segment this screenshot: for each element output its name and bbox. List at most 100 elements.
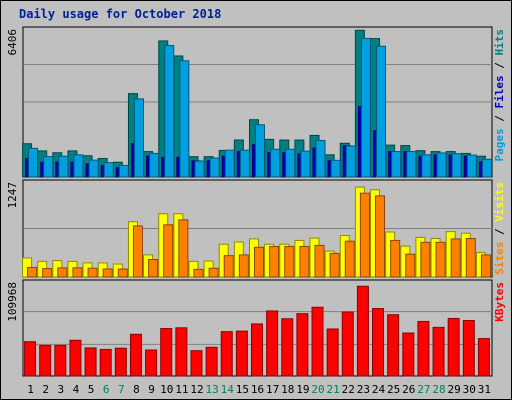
sites-bar (72, 267, 83, 278)
pages-bar (270, 148, 281, 178)
kbytes-bar (281, 318, 294, 377)
pages-bar (360, 37, 371, 178)
sites-bar (314, 244, 325, 278)
pages-bar (103, 162, 114, 178)
x-tick-label: 7 (118, 383, 125, 396)
sites-bar (87, 267, 98, 278)
sites-bar (344, 240, 355, 278)
pages-bar (436, 152, 447, 178)
pages-bar (149, 152, 160, 178)
kbytes-bar (84, 347, 97, 377)
x-tick-label: 18 (281, 383, 294, 396)
x-tick-label: 19 (296, 383, 309, 396)
x-tick-label: 4 (73, 383, 80, 396)
pages-bar (330, 159, 341, 178)
kbytes-bar (69, 339, 82, 377)
sites-bar (254, 246, 264, 278)
pages-bar (421, 154, 432, 178)
sites-bar (193, 268, 204, 278)
sites-bar (238, 254, 249, 278)
pages-bar (88, 159, 99, 178)
sites-bar (390, 239, 401, 278)
pages-bar (209, 157, 220, 178)
kbytes-bar (341, 311, 354, 377)
sites-bar (435, 241, 446, 278)
sites-bar (208, 267, 219, 278)
legend-visits: Visits (493, 182, 506, 222)
pages-bar (133, 98, 144, 178)
sites-bar (284, 246, 295, 278)
kbytes-bar (205, 346, 218, 377)
x-tick-label: 3 (58, 383, 65, 396)
sites-bar (329, 252, 340, 278)
x-tick-label: 14 (221, 383, 235, 396)
x-tick-label: 31 (478, 383, 491, 396)
x-tick-label: 15 (236, 383, 249, 396)
sites-bar (420, 241, 431, 278)
kbytes-bar (54, 344, 67, 377)
kbytes-bar (114, 347, 127, 377)
sites-bar (102, 268, 113, 278)
kbytes-bar (251, 323, 263, 377)
legend-kbytes: KBytes (493, 282, 506, 322)
sites-bar (299, 246, 310, 278)
pages-bar (451, 153, 462, 178)
sites-bar (57, 267, 68, 278)
x-tick-label: 12 (190, 383, 203, 396)
sites-bar (163, 224, 174, 278)
pages-bar (255, 124, 265, 178)
x-tick-label: 29 (448, 383, 461, 396)
pages-bar (118, 164, 129, 178)
kbytes-bar (266, 310, 279, 377)
x-tick-label: 26 (402, 383, 415, 396)
kbytes-bar (296, 313, 309, 377)
x-tick-label: 20 (311, 383, 324, 396)
kbytes-bar (462, 320, 475, 377)
x-tick-label: 16 (251, 383, 264, 396)
kbytes-bar (356, 285, 369, 377)
pages-bar (481, 158, 492, 178)
legend-sites: Sites (493, 242, 506, 275)
sites-bar (42, 268, 53, 278)
kbytes-bar (447, 317, 460, 377)
x-tick-label: 25 (387, 383, 400, 396)
legend-hits: Hits (493, 29, 506, 56)
kbytes-bar (99, 348, 112, 377)
x-tick-label: 27 (417, 383, 430, 396)
kbytes-bar (129, 333, 142, 377)
x-tick-label: 9 (148, 383, 155, 396)
kbytes-bar (24, 341, 37, 377)
x-tick-label: 8 (133, 383, 140, 396)
chart-title: Daily usage for October 2018 (19, 7, 222, 21)
x-tick-label: 10 (160, 383, 173, 396)
pages-bar (194, 160, 205, 178)
pages-bar (28, 147, 39, 178)
pages-bar (406, 151, 417, 178)
sites-bar (480, 254, 491, 278)
kbytes-bar (235, 330, 248, 377)
pages-bar (300, 150, 311, 178)
sites-bar (405, 253, 416, 278)
x-tick-label: 22 (342, 383, 355, 396)
legend-pages: Pages (493, 128, 506, 161)
kbytes-bar (39, 344, 52, 377)
pages-bar (164, 45, 175, 178)
sites-bar (117, 268, 128, 278)
kbytes-bar (432, 326, 445, 377)
legend-kbytes: KBytes (493, 282, 506, 322)
x-tick-label: 13 (205, 383, 218, 396)
kbytes-bar (417, 320, 430, 377)
legend-separator: / (493, 56, 506, 76)
x-tick-label: 28 (432, 383, 445, 396)
pages-bar (43, 156, 54, 178)
pages-bar (239, 149, 250, 178)
sites-bar (178, 219, 189, 278)
pages-bar (179, 60, 190, 178)
legend-separator: / (493, 109, 506, 129)
kbytes-bar (175, 327, 188, 377)
y-max-label: 109968 (6, 282, 19, 322)
sites-bar (223, 255, 234, 278)
sites-bar (132, 225, 143, 278)
sites-bar (359, 192, 370, 278)
